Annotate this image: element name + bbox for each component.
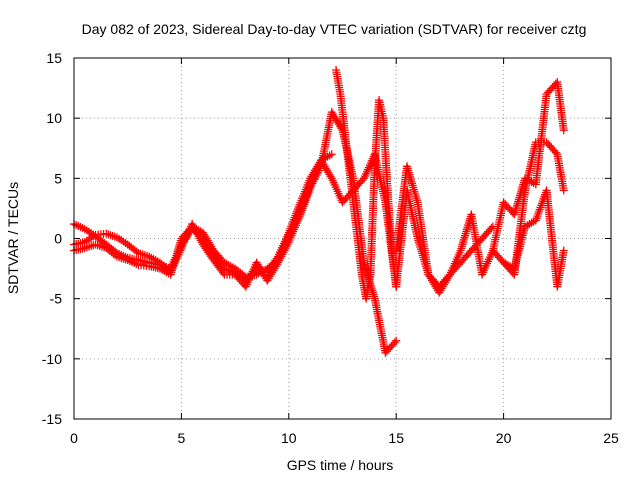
data-point — [252, 258, 261, 267]
data-point — [392, 336, 401, 345]
data-point — [324, 168, 333, 177]
series-track-b — [70, 108, 401, 357]
data-point — [202, 234, 211, 243]
data-point — [268, 268, 277, 277]
x-tick-label: 25 — [603, 430, 619, 446]
data-point — [559, 246, 568, 255]
y-tick-label: -5 — [50, 291, 63, 307]
data-point — [328, 110, 337, 119]
data-point — [331, 114, 340, 123]
data-point — [390, 338, 399, 347]
data-point — [263, 276, 272, 285]
x-tick-labels: 0 5 10 15 20 25 — [70, 430, 619, 446]
x-tick-label: 20 — [496, 430, 512, 446]
data-point — [326, 172, 335, 181]
data-point — [203, 236, 212, 245]
data-point — [327, 150, 336, 159]
data-point — [318, 158, 327, 167]
data-point — [198, 228, 207, 237]
data-point — [327, 108, 336, 117]
data-point — [254, 262, 263, 271]
data-point — [333, 118, 342, 127]
data-point — [317, 156, 326, 165]
data-point — [264, 274, 273, 283]
series-track-f — [488, 78, 568, 255]
y-tick-label: 5 — [54, 170, 62, 186]
data-point — [332, 116, 341, 125]
x-tick-label: 10 — [281, 430, 297, 446]
data-point — [559, 126, 568, 135]
y-tick-labels: -15 -10 -5 0 5 10 15 — [42, 50, 62, 427]
data-point — [219, 268, 228, 277]
data-point — [204, 238, 213, 247]
series-track-g — [499, 186, 568, 291]
data-point — [253, 260, 262, 269]
y-tick-label: 15 — [46, 50, 62, 66]
x-axis-title: GPS time / hours — [287, 457, 394, 473]
data-point — [321, 164, 330, 173]
x-tick-label: 15 — [388, 430, 404, 446]
data-point — [325, 170, 334, 179]
data-point — [265, 272, 274, 281]
data-point — [330, 112, 339, 121]
data-point — [201, 232, 210, 241]
data-point — [322, 166, 331, 175]
axis-ticks — [73, 57, 612, 420]
data-point — [200, 230, 209, 239]
data-point — [551, 148, 560, 157]
data-point — [207, 242, 216, 251]
data-point — [559, 186, 568, 195]
x-tick-label: 0 — [70, 430, 78, 446]
data-marks — [70, 66, 568, 357]
y-tick-label: -15 — [42, 411, 62, 427]
data-point — [334, 120, 343, 129]
y-axis-title: SDTVAR / TECUs — [5, 182, 21, 294]
y-tick-label: -10 — [42, 351, 62, 367]
x-tick-label: 5 — [178, 430, 186, 446]
data-point — [320, 162, 329, 171]
data-point — [319, 160, 328, 169]
y-tick-label: 10 — [46, 110, 62, 126]
chart-title: Day 082 of 2023, Sidereal Day-to-day VTE… — [82, 21, 587, 37]
y-tick-label: 0 — [54, 231, 62, 247]
data-point — [206, 240, 215, 249]
data-point — [266, 270, 275, 279]
